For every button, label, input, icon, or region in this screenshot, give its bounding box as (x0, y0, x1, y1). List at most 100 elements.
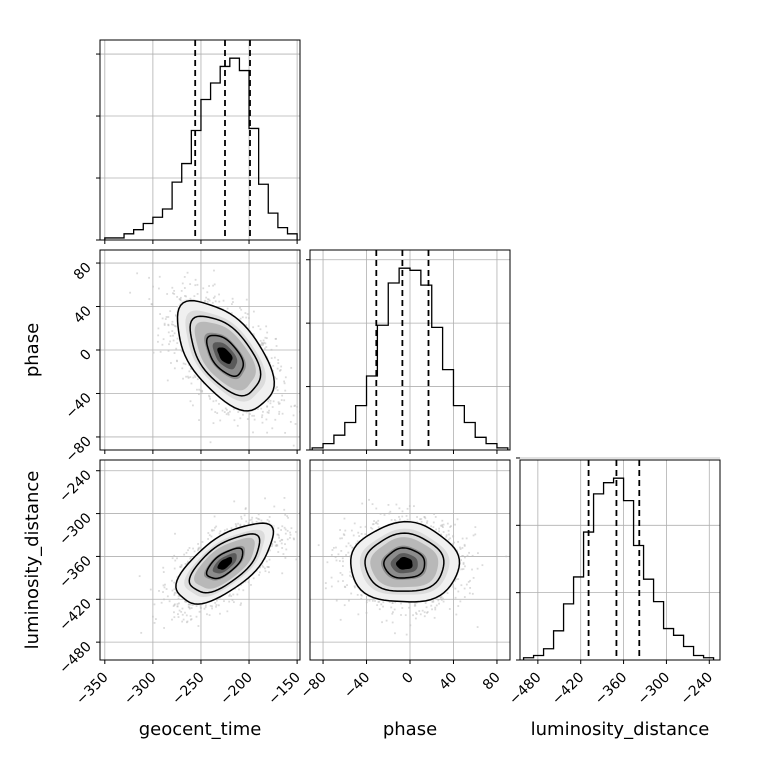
sample-point (278, 413, 280, 415)
sample-point (178, 616, 180, 618)
sample-point (167, 316, 169, 318)
sample-point (471, 569, 473, 571)
tick-marks (306, 260, 497, 454)
sample-point (464, 565, 466, 567)
grid-lines (520, 458, 720, 660)
sample-point (226, 610, 228, 612)
sample-point (139, 575, 141, 577)
sample-point (278, 411, 280, 413)
sample-point (304, 385, 306, 387)
sample-point (154, 603, 156, 605)
sample-point (295, 531, 297, 533)
sample-point (233, 500, 235, 502)
sample-point (174, 367, 176, 369)
sample-point (241, 518, 243, 520)
sample-point (193, 295, 195, 297)
sample-point (457, 605, 459, 607)
sample-point (159, 313, 161, 315)
sample-point (215, 300, 217, 302)
sample-point (195, 279, 197, 281)
x-tick-label: −200 (217, 670, 256, 709)
sample-point (253, 311, 255, 313)
sample-point (266, 432, 268, 434)
sample-point (237, 411, 239, 413)
sample-point (281, 572, 283, 574)
sample-point (357, 532, 359, 534)
sample-point (189, 283, 191, 285)
sample-point (186, 552, 188, 554)
sample-point (335, 556, 337, 558)
sample-point (166, 316, 168, 318)
sample-point (214, 527, 216, 529)
sample-point (381, 621, 383, 623)
sample-point (455, 588, 457, 590)
sample-point (277, 359, 279, 361)
sample-point (251, 415, 253, 417)
sample-point (235, 525, 237, 527)
sample-point (167, 324, 169, 326)
sample-point (441, 599, 443, 601)
sample-point (173, 293, 175, 295)
sample-point (424, 611, 426, 613)
sample-point (433, 522, 435, 524)
sample-point (274, 541, 276, 543)
sample-point (420, 613, 422, 615)
sample-point (284, 382, 286, 384)
sample-point (198, 419, 200, 421)
sample-point (191, 607, 193, 609)
sample-point (168, 331, 170, 333)
sample-point (238, 589, 240, 591)
sample-point (211, 529, 213, 531)
sample-point (446, 534, 448, 536)
sample-point (245, 520, 247, 522)
sample-point (219, 613, 221, 615)
tick-marks (516, 458, 709, 664)
sample-point (289, 537, 291, 539)
sample-point (228, 601, 230, 603)
sample-point (163, 584, 165, 586)
sample-point (227, 308, 229, 310)
sample-point (148, 298, 150, 300)
histogram-luminosity_distance (524, 478, 714, 660)
sample-point (467, 555, 469, 557)
panel-luminosity_distance-luminosity_distance (516, 458, 720, 664)
sample-point (171, 580, 173, 582)
sample-point (477, 552, 479, 554)
sample-point (173, 582, 175, 584)
sample-point (163, 571, 165, 573)
sample-point (175, 348, 177, 350)
sample-point (183, 363, 185, 365)
sample-point (177, 338, 179, 340)
sample-point (305, 547, 307, 549)
sample-point (163, 338, 165, 340)
sample-point (357, 594, 359, 596)
sample-point (240, 309, 242, 311)
sample-point (281, 399, 283, 401)
sample-point (172, 335, 174, 337)
sample-point (346, 584, 348, 586)
sample-point (266, 406, 268, 408)
sample-point (180, 297, 182, 299)
sample-point (261, 414, 263, 416)
sample-point (169, 341, 171, 343)
sample-point (281, 395, 283, 397)
sample-point (262, 411, 264, 413)
sample-point (290, 534, 292, 536)
sample-point (216, 412, 218, 414)
sample-point (332, 549, 334, 551)
sample-point (336, 600, 338, 602)
sample-point (208, 285, 210, 287)
sample-point (282, 413, 284, 415)
sample-point (277, 362, 279, 364)
sample-point (181, 621, 183, 623)
sample-point (265, 570, 267, 572)
sample-point (175, 325, 177, 327)
sample-point (158, 288, 160, 290)
sample-point (342, 557, 344, 559)
sample-point (202, 541, 204, 543)
sample-point (460, 548, 462, 550)
sample-point (174, 560, 176, 562)
sample-point (447, 592, 449, 594)
sample-point (430, 605, 432, 607)
sample-point (394, 609, 396, 611)
